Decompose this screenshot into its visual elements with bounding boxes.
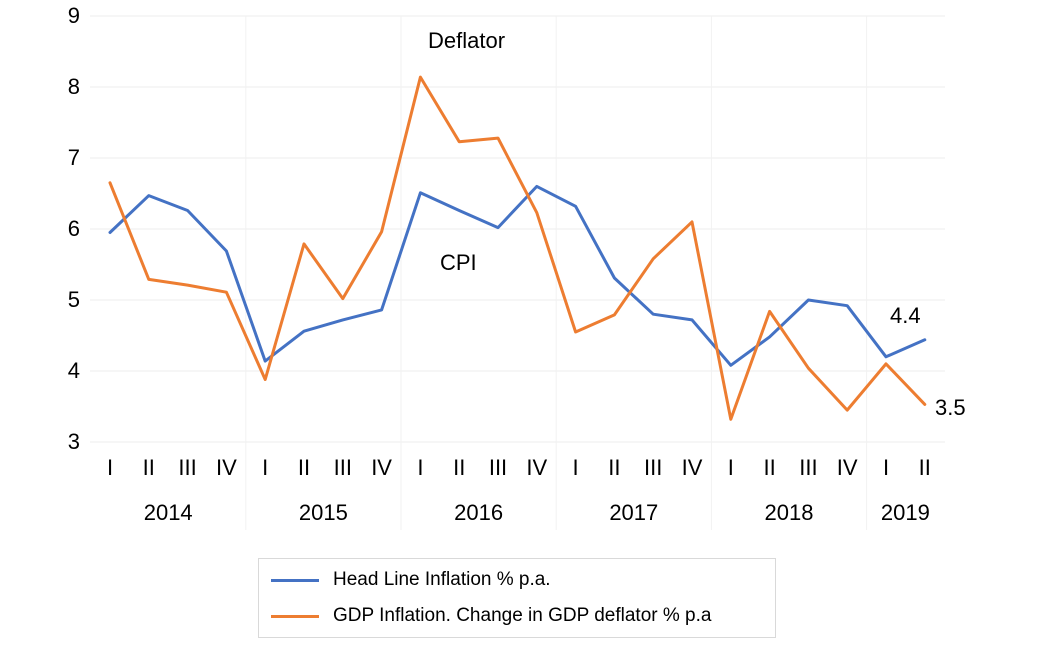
legend-item-headline-inflation: Head Line Inflation % p.a. <box>271 567 551 593</box>
series-lines <box>108 75 927 421</box>
x-tick-label: IV <box>526 455 547 480</box>
year-label: 2015 <box>299 500 348 525</box>
year-label: 2017 <box>609 500 658 525</box>
legend-label-headline: Head Line Inflation % p.a. <box>333 569 551 590</box>
legend-swatch-headline <box>271 578 319 582</box>
annotation-cpi-last-value: 4.4 <box>890 303 921 328</box>
x-tick-label: II <box>453 455 465 480</box>
year-label: 2019 <box>881 500 930 525</box>
y-tick-label: 7 <box>68 145 80 170</box>
x-tick-label: I <box>107 455 113 480</box>
x-tick-label: I <box>573 455 579 480</box>
gridlines <box>90 15 945 530</box>
x-tick-label: III <box>644 455 662 480</box>
x-tick-label: II <box>608 455 620 480</box>
x-tick-label: IV <box>216 455 237 480</box>
y-tick-label: 3 <box>68 429 80 454</box>
legend-swatch-gdp <box>271 614 319 618</box>
annotation-deflator-last-value: 3.5 <box>935 395 966 420</box>
x-tick-label: III <box>799 455 817 480</box>
y-tick-label: 9 <box>68 3 80 28</box>
x-tick-label: III <box>178 455 196 480</box>
legend: Head Line Inflation % p.a. GDP Inflation… <box>258 558 776 638</box>
annotation-cpi: CPI <box>440 250 477 275</box>
legend-label-gdp: GDP Inflation. Change in GDP deflator % … <box>333 605 712 626</box>
x-tick-label: II <box>919 455 931 480</box>
x-tick-label: IV <box>837 455 858 480</box>
x-tick-label: IV <box>371 455 392 480</box>
x-tick-label: IV <box>682 455 703 480</box>
year-label: 2018 <box>765 500 814 525</box>
annotation-deflator: Deflator <box>428 28 505 53</box>
legend-item-gdp-inflation: GDP Inflation. Change in GDP deflator % … <box>271 603 711 629</box>
x-tick-label: II <box>143 455 155 480</box>
year-label: 2014 <box>144 500 193 525</box>
series-line-0 <box>108 184 927 367</box>
x-tick-label: II <box>763 455 775 480</box>
y-tick-label: 5 <box>68 287 80 312</box>
year-label: 2016 <box>454 500 503 525</box>
x-tick-label: I <box>262 455 268 480</box>
x-tick-label: I <box>883 455 889 480</box>
y-axis: 3 4 5 6 7 8 9 <box>68 3 80 454</box>
x-tick-label: III <box>334 455 352 480</box>
y-tick-label: 4 <box>68 358 80 383</box>
y-tick-label: 6 <box>68 216 80 241</box>
x-tick-label: I <box>728 455 734 480</box>
y-tick-label: 8 <box>68 74 80 99</box>
x-tick-label: II <box>298 455 310 480</box>
x-tick-label: I <box>417 455 423 480</box>
series-line-1 <box>108 75 927 421</box>
x-tick-label: III <box>489 455 507 480</box>
